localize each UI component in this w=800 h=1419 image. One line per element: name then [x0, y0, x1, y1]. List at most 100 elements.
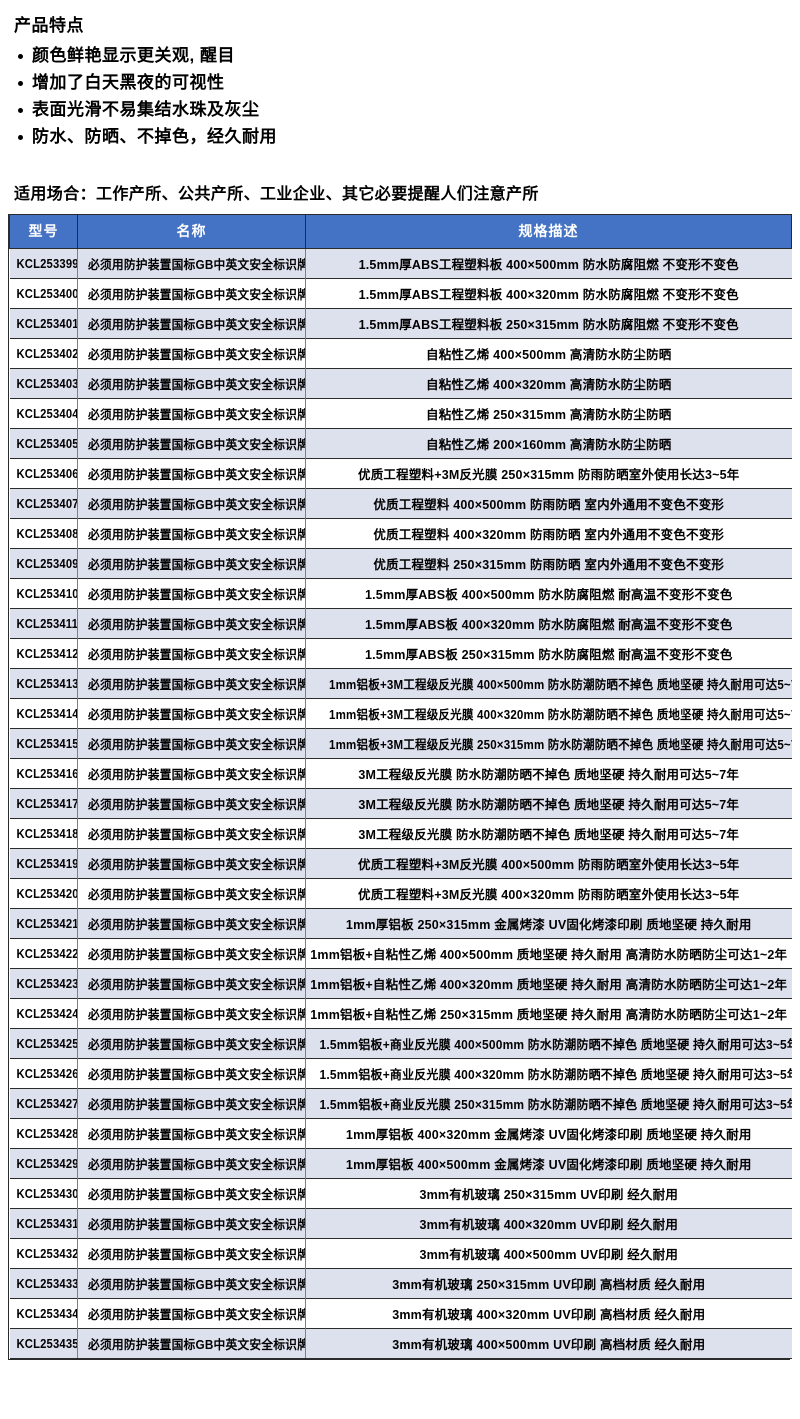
- table-row[interactable]: KCL253406 必须用防护装置国标GB中英文安全标识牌 优质工程塑料+3M反光膜…: [9, 458, 792, 489]
- cell-name: 必须用防护装置国标GB中英文安全标识牌: [77, 698, 306, 729]
- table-row[interactable]: KCL253412 必须用防护装置国标GB中英文安全标识牌 1.5mm厚ABS板 2…: [9, 638, 792, 669]
- cell-model: KCL253412: [9, 638, 78, 669]
- cell-name: 必须用防护装置国标GB中英文安全标识牌: [77, 848, 306, 879]
- table-row[interactable]: KCL253403 必须用防护装置国标GB中英文安全标识牌 自粘性乙烯 400×32…: [9, 368, 792, 399]
- table-row[interactable]: KCL253409 必须用防护装置国标GB中英文安全标识牌 优质工程塑料 250×3…: [9, 548, 792, 579]
- table-row[interactable]: KCL253434 必须用防护装置国标GB中英文安全标识牌 3mm有机玻璃 400×…: [9, 1298, 792, 1329]
- table-row[interactable]: KCL253413 必须用防护装置国标GB中英文安全标识牌 1mm铝板+3M工程级反…: [9, 668, 792, 699]
- cell-name: 必须用防护装置国标GB中英文安全标识牌: [77, 248, 306, 279]
- cell-model: KCL253403: [9, 368, 78, 399]
- cell-name: 必须用防护装置国标GB中英文安全标识牌: [77, 488, 306, 519]
- cell-name: 必须用防护装置国标GB中英文安全标识牌: [77, 1328, 306, 1359]
- cell-model: KCL253435: [9, 1328, 78, 1359]
- table-row[interactable]: KCL253415 必须用防护装置国标GB中英文安全标识牌 1mm铝板+3M工程级反…: [9, 728, 792, 759]
- cell-name: 必须用防护装置国标GB中英文安全标识牌: [77, 1058, 306, 1089]
- feature-item-label: 颜色鲜艳显示更关观, 醒目: [32, 46, 235, 65]
- bullet-icon: [18, 134, 23, 140]
- cell-model: KCL253410: [9, 578, 78, 609]
- cell-name: 必须用防护装置国标GB中英文安全标识牌: [77, 998, 306, 1029]
- cell-spec: 优质工程塑料+3M反光膜 400×500mm 防雨防晒室外使用长达3~5年: [305, 848, 792, 879]
- table-row[interactable]: KCL253425 必须用防护装置国标GB中英文安全标识牌 1.5mm铝板+商业反光…: [9, 1028, 792, 1059]
- cell-spec: 1.5mm铝板+商业反光膜 400×500mm 防水防潮防晒不掉色 质地坚硬 持…: [305, 1028, 792, 1059]
- cell-name: 必须用防护装置国标GB中英文安全标识牌: [77, 968, 306, 999]
- cell-spec: 优质工程塑料+3M反光膜 250×315mm 防雨防晒室外使用长达3~5年: [305, 458, 792, 489]
- cell-spec: 自粘性乙烯 200×160mm 高清防水防尘防晒: [305, 428, 792, 459]
- table-row[interactable]: KCL253417 必须用防护装置国标GB中英文安全标识牌 3M工程级反光膜 防水防…: [9, 788, 792, 819]
- cell-name: 必须用防护装置国标GB中英文安全标识牌: [77, 758, 306, 789]
- cell-spec: 1mm铝板+3M工程级反光膜 400×500mm 防水防潮防晒不掉色 质地坚硬 …: [305, 668, 792, 699]
- cell-spec: 3mm有机玻璃 250×315mm UV印刷 经久耐用: [305, 1178, 792, 1209]
- table-row[interactable]: KCL253414 必须用防护装置国标GB中英文安全标识牌 1mm铝板+3M工程级反…: [9, 698, 792, 729]
- cell-name: 必须用防护装置国标GB中英文安全标识牌: [77, 1028, 306, 1059]
- table-row[interactable]: KCL253418 必须用防护装置国标GB中英文安全标识牌 3M工程级反光膜 防水防…: [9, 818, 792, 849]
- bullet-icon: [18, 107, 23, 113]
- table-row[interactable]: KCL253421 必须用防护装置国标GB中英文安全标识牌 1mm厚铝板 250×3…: [9, 908, 792, 939]
- table-row[interactable]: KCL253400 必须用防护装置国标GB中英文安全标识牌 1.5mm厚ABS工程塑…: [9, 278, 792, 309]
- cell-name: 必须用防护装置国标GB中英文安全标识牌: [77, 548, 306, 579]
- cell-model: KCL253400: [9, 278, 78, 309]
- cell-name: 必须用防护装置国标GB中英文安全标识牌: [77, 278, 306, 309]
- feature-item-label: 表面光滑不易集结水珠及灰尘: [32, 100, 260, 119]
- table-row[interactable]: KCL253402 必须用防护装置国标GB中英文安全标识牌 自粘性乙烯 400×50…: [9, 338, 792, 369]
- cell-name: 必须用防护装置国标GB中英文安全标识牌: [77, 638, 306, 669]
- cell-model: KCL253399: [9, 248, 78, 279]
- cell-model: KCL253423: [9, 968, 78, 999]
- cell-spec: 3mm有机玻璃 400×500mm UV印刷 高档材质 经久耐用: [305, 1328, 792, 1359]
- cell-name: 必须用防护装置国标GB中英文安全标识牌: [77, 818, 306, 849]
- cell-spec: 自粘性乙烯 400×320mm 高清防水防尘防晒: [305, 368, 792, 399]
- spec-table-head: 型号 名称 规格描述: [9, 214, 792, 249]
- cell-spec: 1mm铝板+自粘性乙烯 400×500mm 质地坚硬 持久耐用 高清防水防晒防尘…: [305, 938, 792, 969]
- product-features-section: 产品特点 颜色鲜艳显示更关观, 醒目 增加了白天黑夜的可视性 表面光滑不易集结水珠及…: [0, 0, 800, 150]
- table-row[interactable]: KCL253423 必须用防护装置国标GB中英文安全标识牌 1mm铝板+自粘性乙烯 …: [9, 968, 792, 999]
- table-row[interactable]: KCL253404 必须用防护装置国标GB中英文安全标识牌 自粘性乙烯 250×31…: [9, 398, 792, 429]
- cell-model: KCL253411: [9, 608, 78, 639]
- table-row[interactable]: KCL253431 必须用防护装置国标GB中英文安全标识牌 3mm有机玻璃 400×…: [9, 1208, 792, 1239]
- feature-item: 防水、防晒、不掉色，经久耐用: [14, 123, 800, 150]
- cell-spec: 1mm厚铝板 400×320mm 金属烤漆 UV固化烤漆印刷 质地坚硬 持久耐用: [305, 1118, 792, 1149]
- cell-model: KCL253434: [9, 1298, 78, 1329]
- cell-name: 必须用防护装置国标GB中英文安全标识牌: [77, 1268, 306, 1299]
- table-row[interactable]: KCL253407 必须用防护装置国标GB中英文安全标识牌 优质工程塑料 400×5…: [9, 488, 792, 519]
- table-row[interactable]: KCL253433 必须用防护装置国标GB中英文安全标识牌 3mm有机玻璃 250×…: [9, 1268, 792, 1299]
- cell-model: KCL253425: [9, 1028, 78, 1059]
- features-heading: 产品特点: [14, 16, 84, 35]
- cell-name: 必须用防护装置国标GB中英文安全标识牌: [77, 368, 306, 399]
- cell-model: KCL253426: [9, 1058, 78, 1089]
- cell-model: KCL253428: [9, 1118, 78, 1149]
- cell-name: 必须用防护装置国标GB中英文安全标识牌: [77, 1178, 306, 1209]
- cell-model: KCL253427: [9, 1088, 78, 1119]
- cell-name: 必须用防护装置国标GB中英文安全标识牌: [77, 308, 306, 339]
- cell-model: KCL253432: [9, 1238, 78, 1269]
- table-row[interactable]: KCL253432 必须用防护装置国标GB中英文安全标识牌 3mm有机玻璃 400×…: [9, 1238, 792, 1269]
- cell-model: KCL253413: [9, 668, 78, 699]
- table-row[interactable]: KCL253435 必须用防护装置国标GB中英文安全标识牌 3mm有机玻璃 400×…: [9, 1328, 792, 1359]
- cell-model: KCL253417: [9, 788, 78, 819]
- bullet-icon: [18, 53, 23, 59]
- column-header-model: 型号: [9, 214, 78, 249]
- table-row[interactable]: KCL253426 必须用防护装置国标GB中英文安全标识牌 1.5mm铝板+商业反光…: [9, 1058, 792, 1089]
- table-row[interactable]: KCL253429 必须用防护装置国标GB中英文安全标识牌 1mm厚铝板 400×5…: [9, 1148, 792, 1179]
- table-header-row: 型号 名称 规格描述: [9, 214, 792, 249]
- table-row[interactable]: KCL253411 必须用防护装置国标GB中英文安全标识牌 1.5mm厚ABS板 4…: [9, 608, 792, 639]
- cell-spec: 1mm铝板+自粘性乙烯 250×315mm 质地坚硬 持久耐用 高清防水防晒防尘…: [305, 998, 792, 1029]
- table-row[interactable]: KCL253401 必须用防护装置国标GB中英文安全标识牌 1.5mm厚ABS工程塑…: [9, 308, 792, 339]
- table-row[interactable]: KCL253405 必须用防护装置国标GB中英文安全标识牌 自粘性乙烯 200×16…: [9, 428, 792, 459]
- table-row[interactable]: KCL253399 必须用防护装置国标GB中英文安全标识牌 1.5mm厚ABS工程塑…: [9, 248, 792, 279]
- cell-spec: 3mm有机玻璃 400×500mm UV印刷 经久耐用: [305, 1238, 792, 1269]
- cell-name: 必须用防护装置国标GB中英文安全标识牌: [77, 458, 306, 489]
- cell-model: KCL253415: [9, 728, 78, 759]
- cell-spec: 3mm有机玻璃 400×320mm UV印刷 经久耐用: [305, 1208, 792, 1239]
- table-row[interactable]: KCL253427 必须用防护装置国标GB中英文安全标识牌 1.5mm铝板+商业反光…: [9, 1088, 792, 1119]
- table-row[interactable]: KCL253422 必须用防护装置国标GB中英文安全标识牌 1mm铝板+自粘性乙烯 …: [9, 938, 792, 969]
- cell-spec: 3M工程级反光膜 防水防潮防晒不掉色 质地坚硬 持久耐用可达5~7年: [305, 788, 792, 819]
- cell-spec: 1.5mm厚ABS板 250×315mm 防水防腐阻燃 耐高温不变形不变色: [305, 638, 792, 669]
- table-row[interactable]: KCL253416 必须用防护装置国标GB中英文安全标识牌 3M工程级反光膜 防水防…: [9, 758, 792, 789]
- table-row[interactable]: KCL253428 必须用防护装置国标GB中英文安全标识牌 1mm厚铝板 400×3…: [9, 1118, 792, 1149]
- table-row[interactable]: KCL253424 必须用防护装置国标GB中英文安全标识牌 1mm铝板+自粘性乙烯 …: [9, 998, 792, 1029]
- table-row[interactable]: KCL253430 必须用防护装置国标GB中英文安全标识牌 3mm有机玻璃 250×…: [9, 1178, 792, 1209]
- table-row[interactable]: KCL253410 必须用防护装置国标GB中英文安全标识牌 1.5mm厚ABS板 4…: [9, 578, 792, 609]
- table-row[interactable]: KCL253419 必须用防护装置国标GB中英文安全标识牌 优质工程塑料+3M反光膜…: [9, 848, 792, 879]
- table-row[interactable]: KCL253420 必须用防护装置国标GB中英文安全标识牌 优质工程塑料+3M反光膜…: [9, 878, 792, 909]
- cell-model: KCL253405: [9, 428, 78, 459]
- table-row[interactable]: KCL253408 必须用防护装置国标GB中英文安全标识牌 优质工程塑料 400×3…: [9, 518, 792, 549]
